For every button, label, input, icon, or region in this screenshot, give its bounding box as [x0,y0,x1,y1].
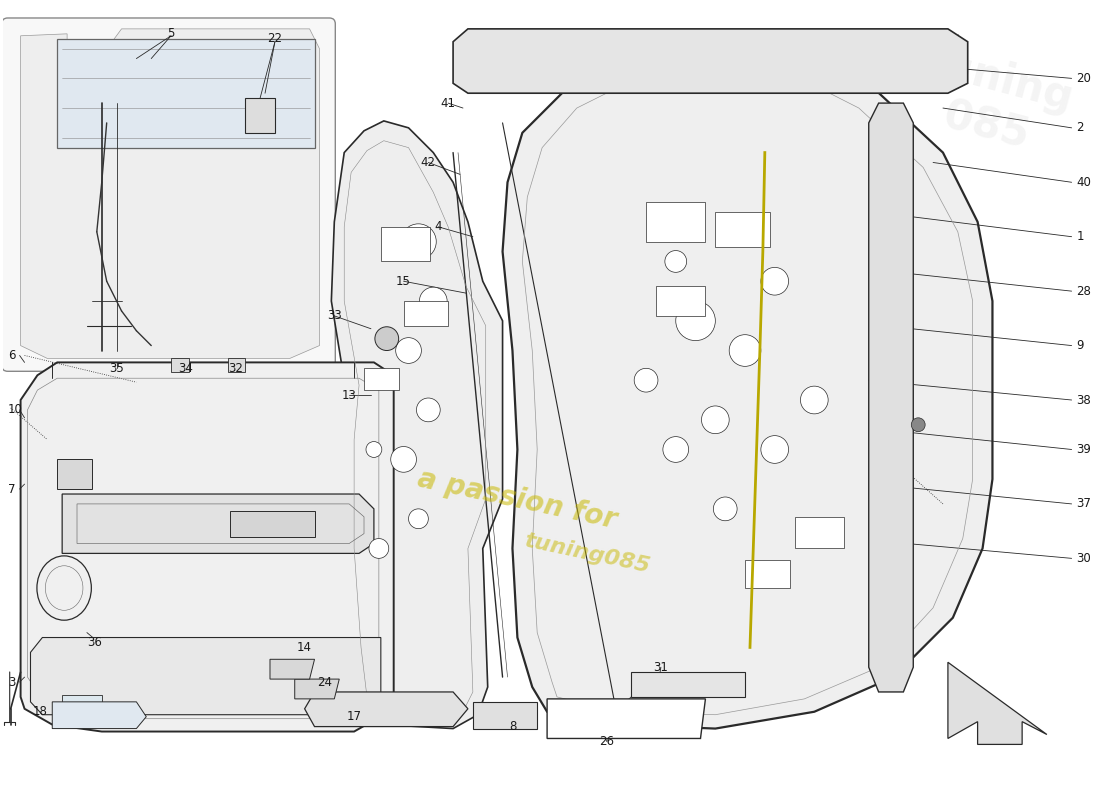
Circle shape [675,301,715,341]
Text: 10: 10 [8,403,23,416]
Bar [794,517,844,549]
Text: 41: 41 [441,97,455,110]
Text: 35: 35 [109,362,124,375]
Text: 14: 14 [297,641,312,654]
Circle shape [635,368,658,392]
Polygon shape [57,459,91,489]
Text: 30: 30 [1077,552,1091,565]
Text: 2: 2 [1077,122,1085,134]
Polygon shape [57,38,315,148]
Text: 39: 39 [1077,443,1091,456]
Text: 15: 15 [396,274,411,288]
Polygon shape [547,699,705,738]
Text: 18: 18 [33,706,47,718]
Circle shape [419,287,447,315]
Text: 13: 13 [342,389,356,402]
Bar [715,212,770,246]
Text: 33: 33 [327,310,342,322]
Circle shape [714,497,737,521]
Text: 17: 17 [346,710,362,723]
Circle shape [702,406,729,434]
Circle shape [390,446,417,472]
Text: 9: 9 [1077,339,1085,352]
Circle shape [663,437,689,462]
Circle shape [761,436,789,463]
Circle shape [911,418,925,432]
Text: 8: 8 [509,720,516,733]
Polygon shape [245,98,275,133]
Text: a passion for: a passion for [416,464,619,534]
Circle shape [375,326,398,350]
Circle shape [801,386,828,414]
Circle shape [366,442,382,458]
Circle shape [664,250,686,272]
Text: 31: 31 [653,661,669,674]
Text: 32: 32 [228,362,243,375]
Bar [381,227,430,262]
Polygon shape [453,29,968,94]
Text: 34: 34 [178,362,194,375]
Bar [646,202,705,242]
Text: 28: 28 [1077,285,1091,298]
Polygon shape [170,358,189,372]
Polygon shape [869,103,913,692]
Text: 7: 7 [8,482,15,495]
Text: 4: 4 [434,220,442,234]
Polygon shape [270,659,315,679]
Text: 40: 40 [1077,176,1091,189]
Polygon shape [53,702,146,729]
Polygon shape [948,662,1047,745]
Text: 20: 20 [1077,72,1091,85]
Text: 37: 37 [1077,498,1091,510]
Circle shape [408,509,428,529]
Circle shape [396,338,421,363]
Bar [656,286,705,316]
FancyBboxPatch shape [2,18,336,371]
Text: tuning
085: tuning 085 [906,39,1078,166]
Text: 6: 6 [8,349,15,362]
Text: 26: 26 [600,735,614,748]
Polygon shape [631,672,745,697]
Text: 24: 24 [317,675,332,689]
Circle shape [400,224,437,259]
Text: 1: 1 [1077,230,1085,243]
Text: 42: 42 [421,156,436,169]
Bar [404,301,448,326]
Text: 38: 38 [1077,394,1091,406]
Polygon shape [331,121,503,729]
Polygon shape [230,511,315,537]
Polygon shape [503,49,992,729]
Polygon shape [295,679,339,699]
Text: 3: 3 [8,675,15,689]
Text: 5: 5 [167,27,175,40]
Circle shape [417,398,440,422]
Polygon shape [229,358,245,372]
Text: tuning085: tuning085 [521,530,651,577]
Circle shape [368,538,388,558]
Circle shape [729,334,761,366]
Polygon shape [63,494,374,554]
Circle shape [761,267,789,295]
Polygon shape [473,702,537,729]
Bar [364,368,398,390]
Polygon shape [21,29,319,358]
Polygon shape [31,638,381,714]
Text: 36: 36 [87,636,102,649]
Bar [745,560,790,588]
Text: 22: 22 [267,32,283,46]
Polygon shape [305,692,468,726]
Polygon shape [21,362,394,731]
Polygon shape [63,695,101,714]
